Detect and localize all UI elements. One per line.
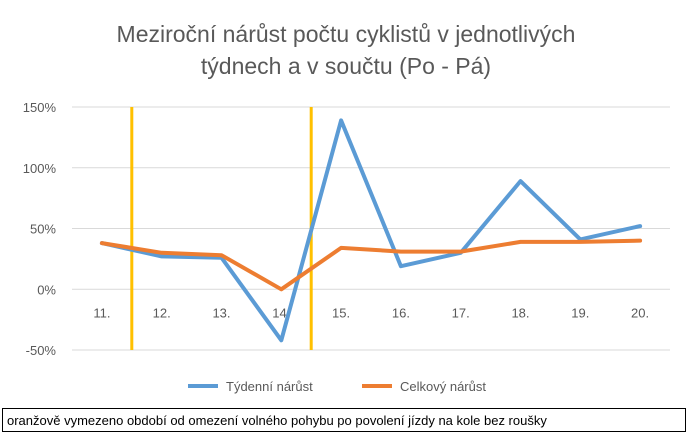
y-tick-label: 50%: [30, 222, 56, 237]
line-chart: 150%100%50%0%-50%11. 12. 13. 14. 15. 16. 17. 18…: [23, 100, 670, 394]
legend-label: Týdenní nárůst: [226, 379, 313, 394]
x-tick-label: 13.: [212, 305, 230, 320]
x-tick-label: 19.: [571, 305, 589, 320]
chart-area: Meziroční nárůst počtu cyklistů v jednot…: [0, 18, 692, 394]
x-tick-label: 20.: [631, 305, 649, 320]
x-tick-label: 15.: [332, 305, 350, 320]
y-tick-label: -50%: [26, 343, 57, 358]
chart-title: Meziroční nárůst počtu cyklistů v jednot…: [0, 18, 692, 82]
series-line-celkový-nárůst: [99, 238, 643, 292]
y-tick-label: 150%: [23, 100, 57, 115]
y-tick-label: 0%: [37, 282, 56, 297]
x-tick-label: 12.: [153, 305, 171, 320]
x-tick-label: 11.: [93, 305, 110, 320]
caption-note: oranžově vymezeno období od omezení voln…: [2, 408, 686, 432]
chart-title-line-2: týdnech a v součtu (Po - Pá): [200, 53, 492, 79]
legend-label: Celkový nárůst: [400, 379, 486, 394]
x-tick-label: 18.: [511, 305, 529, 320]
y-tick-label: 100%: [23, 161, 57, 176]
series-line-týdenní-nárůst: [99, 118, 643, 343]
x-tick-label: 16.: [392, 305, 410, 320]
chart-title-line-1: Meziroční nárůst počtu cyklistů v jednot…: [116, 21, 576, 47]
x-tick-label: 17.: [452, 305, 470, 320]
